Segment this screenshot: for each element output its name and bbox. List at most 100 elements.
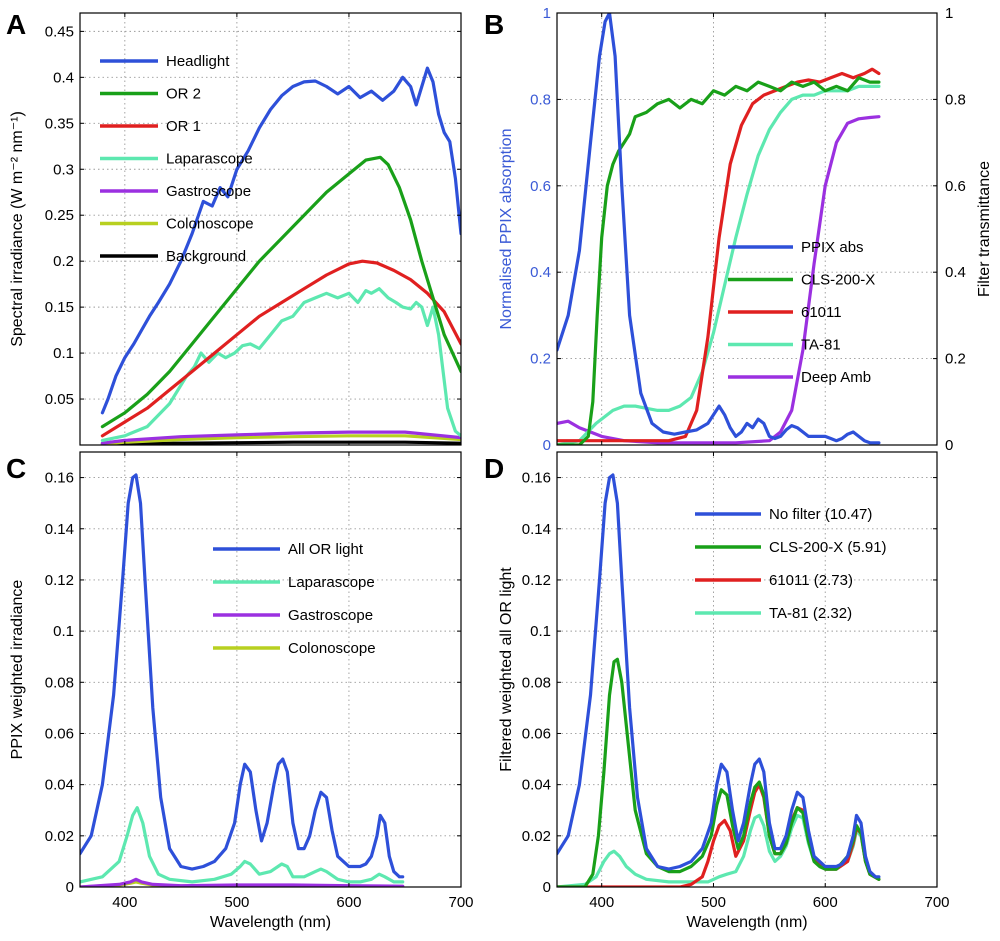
y-tick-label: 0.16 [45,470,74,487]
series-line-c-2 [80,806,405,884]
series-line-a-3 [100,259,461,438]
series-group [100,66,461,445]
y-tick-label: 0.02 [522,828,551,845]
x-tick-label: 500 [224,894,249,911]
series-line-b-5 [557,115,881,445]
y-tick-label: 0.25 [45,207,74,224]
y-axis-label: Spectral irradiance (W m⁻² nm⁻¹) [9,111,26,347]
y-right-tick-label: 0.6 [945,178,966,195]
series-line-d-1 [557,473,881,879]
x-tick-label: 600 [813,894,838,911]
legend: All OR light Laparascope Gastroscope Colono… [213,541,376,657]
series-line-a-5 [100,430,461,445]
x-tick-label: 400 [589,894,614,911]
y-tick-label: 0.8 [530,91,551,108]
y-right-tick-label: 0.2 [945,351,966,368]
legend-label: TA-81 [801,337,841,354]
series-line-c-1 [80,473,405,879]
y-tick-label: 0.14 [522,521,551,538]
series-line-a-6 [100,434,461,445]
panel-letter: B [484,9,504,40]
y-tick-label: 0.02 [45,828,74,845]
panel-a: 0.05 0.1 0.15 0.2 0.25 0.3 0.35 0.4 0.45 Spectral… [6,9,462,446]
legend-label: TA-81 (2.32) [769,605,852,622]
series-line-a-4 [100,287,461,442]
plot-frame [79,451,462,888]
series-line-b-4 [557,84,881,445]
legend-label: OR 2 [166,86,201,103]
panel-letter: C [6,453,26,484]
legend-label: Deep Amb [801,369,871,386]
series-line-b-3 [557,67,881,443]
x-axis-label: Wavelength (nm) [686,914,807,931]
y-tick-label: 0.3 [53,161,74,178]
y-right-tick-label: 1 [945,5,953,22]
legend: No filter (10.47) CLS-200-X (5.91) 61011 (… [695,506,887,622]
legend-label: All OR light [288,541,364,558]
y-axis-label-right: Filter transmittance [976,161,993,297]
legend: Headlight OR 2 OR 1 Laparascope Gastroscope C… [100,53,254,265]
series-line-d-2 [557,657,881,887]
panel-d: 400 500 600 700 0 0.02 0.04 0.06 0.08 0.1 0.12 0.14… [484,451,950,931]
y-tick-label: 0.35 [45,115,74,132]
y-axis-label: Normalised PPIX absorption [498,129,515,330]
x-tick-label: 600 [336,894,361,911]
y-tick-label: 1 [543,5,551,22]
y-tick-label: 0 [66,879,74,896]
y-tick-label: 0.12 [522,572,551,589]
legend-label: Laparascope [288,574,375,591]
y-tick-label: 0.2 [53,253,74,270]
legend-label: Laparascope [166,151,253,168]
legend-label: No filter (10.47) [769,506,872,523]
y-right-tick-label: 0.8 [945,91,966,108]
y-tick-label: 0.1 [530,623,551,640]
y-tick-label: 0.6 [530,178,551,195]
y-tick-label: 0.04 [522,777,551,794]
panel-c: 400 500 600 700 0 0.02 0.04 0.06 0.08 0.1 0.12 0.14… [6,451,474,931]
y-axis-label: PPIX weighted irradiance [9,580,26,760]
grid [557,13,937,445]
legend-label: 61011 (2.73) [769,572,853,589]
plot-frame [556,451,938,888]
x-tick-label: 500 [701,894,726,911]
y-tick-label: 0.06 [45,725,74,742]
y-tick-label: 0.1 [53,623,74,640]
series-line-a-7 [100,440,461,445]
y-tick-label: 0.08 [45,674,74,691]
x-tick-label: 700 [448,894,473,911]
x-tick-label: 400 [112,894,137,911]
series-line-c-3 [80,877,405,887]
legend-label: PPIX abs [801,239,864,256]
y-tick-label: 0.14 [45,521,74,538]
legend-label: Gastroscope [166,183,251,200]
series-line-b-1 [557,13,881,445]
legend-label: OR 1 [166,118,201,135]
x-axis-label: Wavelength (nm) [210,914,331,931]
panel-b: 0 0.2 0.4 0.6 0.8 1 0 0.2 0.4 0.6 0.8 1 Normalised P… [484,5,993,454]
y-tick-label: 0.15 [45,299,74,316]
series-group [557,13,881,445]
y-tick-label: 0.45 [45,23,74,40]
legend-label: CLS-200-X (5.91) [769,539,887,556]
y-tick-label: 0.04 [45,777,74,794]
y-tick-label: 0.12 [45,572,74,589]
y-tick-label: 0.4 [530,264,551,281]
grid [80,452,461,887]
series-line-b-2 [557,76,881,445]
y-tick-label: 0.16 [522,470,551,487]
legend-label: Headlight [166,53,230,70]
plot-frame [556,12,938,446]
y-axis-label: Filtered weighted all OR light [498,567,515,772]
legend-label: CLS-200-X [801,272,875,289]
x-tick-label: 700 [924,894,949,911]
series-group [80,473,405,887]
y-tick-label: 0.1 [53,345,74,362]
legend-label: Gastroscope [288,607,373,624]
y-right-tick-label: 0.4 [945,264,966,281]
legend-label: Colonoscope [288,640,376,657]
series-group [557,473,881,887]
y-right-tick-label: 0 [945,437,953,454]
legend-label: Colonoscope [166,216,254,233]
series-line-a-2 [100,155,461,429]
